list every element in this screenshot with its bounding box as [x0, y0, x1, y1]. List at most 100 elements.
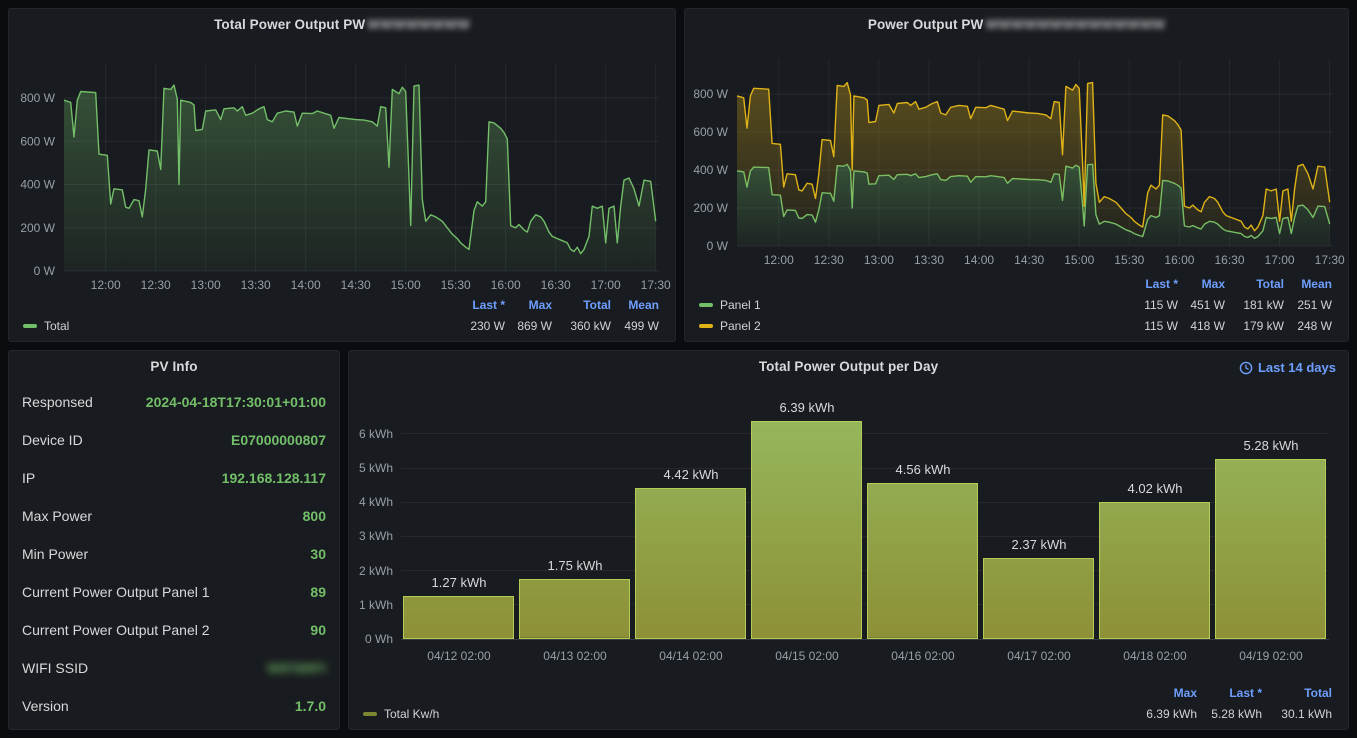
- bar-04-19-02-00[interactable]: [1215, 459, 1326, 639]
- legend-series-label[interactable]: Panel 1: [699, 298, 1118, 312]
- legend-stat-value: 5.28 kWh: [1197, 707, 1262, 721]
- legend-series-row: Total230 W869 W360 kW499 W: [23, 315, 659, 336]
- bar-value-label: 1.75 kWh: [507, 558, 643, 573]
- pv-info-label: Device ID: [22, 432, 83, 448]
- panel-title-redacted-text: WWWWWWWW: [367, 17, 470, 32]
- legend-series-row: Panel 1115 W451 W181 kW251 W: [699, 294, 1332, 315]
- panel-title-pv-info[interactable]: PV Info: [9, 351, 339, 381]
- bar-04-17-02-00[interactable]: [983, 558, 1094, 639]
- x-axis-tick: 13:00: [191, 278, 221, 292]
- legend-stat-header[interactable]: Mean: [611, 298, 659, 312]
- legend-stat-value: 181 kW: [1225, 298, 1284, 312]
- panel-pv-info: PV Info Responsed2024-04-18T17:30:01+01:…: [8, 350, 340, 730]
- legend-stat-header[interactable]: Mean: [1284, 277, 1332, 291]
- x-axis-tick: 14:30: [341, 278, 371, 292]
- legend-series-label[interactable]: Panel 2: [699, 319, 1118, 333]
- pv-info-row: Device ID E07000000807: [9, 421, 339, 459]
- x-axis-tick: 04/12 02:00: [401, 649, 517, 663]
- legend-stat-header[interactable]: Total: [1225, 277, 1284, 291]
- legend-series-label[interactable]: Total Kw/h: [363, 707, 1132, 721]
- panel-title-text: Total Power Output PW: [214, 17, 365, 32]
- panel-title-power-output[interactable]: Power Output PWWWWWWWWWWWWWWW: [685, 9, 1348, 39]
- legend-stat-header[interactable]: Last *: [1197, 686, 1262, 700]
- bar-04-14-02-00[interactable]: [635, 488, 746, 639]
- y-axis-tick: 600 W: [20, 134, 55, 148]
- legend-series-name: Total Kw/h: [384, 707, 439, 721]
- bar-slot: 1.27 kWh: [401, 411, 517, 639]
- x-axis-tick: 17:00: [1265, 253, 1295, 267]
- bar-04-13-02-00[interactable]: [519, 579, 630, 639]
- power-output-timeseries-chart[interactable]: 0 W200 W400 W600 W800 W12:0012:3013:0013…: [685, 39, 1348, 276]
- legend-stat-header[interactable]: Max: [1132, 686, 1197, 700]
- panel-title-total-power[interactable]: Total Power Output PWWWWWWWWW: [9, 9, 675, 39]
- legend-stat-header[interactable]: Max: [1178, 277, 1225, 291]
- legend-stat-value: 179 kW: [1225, 319, 1284, 333]
- bar-value-label: 4.42 kWh: [623, 467, 759, 482]
- bar-slot: 6.39 kWh: [749, 411, 865, 639]
- pv-info-label: Responsed: [22, 394, 93, 410]
- pv-info-value: E07000000807: [231, 432, 326, 448]
- y-axis-tick: 800 W: [693, 87, 728, 101]
- legend-stat-value: 248 W: [1284, 319, 1332, 333]
- grafana-dashboard: Total Power Output PWWWWWWWWW 0 W 200 W 40…: [0, 0, 1357, 738]
- y-axis-tick: 4 kWh: [349, 495, 393, 509]
- panel-total-power-per-day: Total Power Output per Day Last 14 days …: [348, 350, 1349, 730]
- bar-value-label: 5.28 kWh: [1203, 438, 1339, 453]
- pv-info-row: Max Power800: [9, 497, 339, 535]
- total-power-timeseries-chart[interactable]: 0 W200 W400 W600 W800 W12:0012:3013:0013…: [9, 39, 675, 300]
- pv-info-value: 90: [310, 622, 326, 638]
- legend-series-row: Panel 2115 W418 W179 kW248 W: [699, 315, 1332, 336]
- x-axis-tick: 17:30: [641, 278, 671, 292]
- pv-info-row: IP192.168.128.117: [9, 459, 339, 497]
- x-axis-tick: 17:00: [591, 278, 621, 292]
- y-axis-tick: 0 W: [34, 264, 56, 278]
- legend-stat-value: 451 W: [1178, 298, 1225, 312]
- pv-info-label: Version: [22, 698, 69, 714]
- legend-stat-header[interactable]: Max: [505, 298, 552, 312]
- pv-info-row: Version1.7.0: [9, 687, 339, 725]
- time-range-label: Last 14 days: [1258, 360, 1336, 375]
- y-axis-tick: 2 kWh: [349, 564, 393, 578]
- legend-stat-value: 499 W: [611, 319, 659, 333]
- legend-series-label[interactable]: Total: [23, 319, 445, 333]
- legend-header-row: MaxLast *Total: [363, 682, 1332, 703]
- y-axis-tick: 6 kWh: [349, 427, 393, 441]
- legend-stat-header[interactable]: Total: [1262, 686, 1332, 700]
- panel-title-per-day[interactable]: Total Power Output per Day: [349, 351, 1348, 381]
- bar-04-16-02-00[interactable]: [867, 483, 978, 639]
- bar-slot: 1.75 kWh: [517, 411, 633, 639]
- pv-info-row: Current Power Output Panel 1 89: [9, 573, 339, 611]
- legend-series-name: Total: [44, 319, 69, 333]
- x-axis-tick: 16:00: [1164, 253, 1194, 267]
- x-axis-tick: 13:30: [241, 278, 271, 292]
- x-axis-tick: 04/17 02:00: [981, 649, 1097, 663]
- legend-header-row: Last *MaxTotalMean: [699, 273, 1332, 294]
- pv-info-label: Current Power Output Panel 1: [22, 584, 210, 600]
- legend-stat-value: 30.1 kWh: [1262, 707, 1332, 721]
- pv-info-value: 89: [310, 584, 326, 600]
- x-axis-tick: 14:00: [964, 253, 994, 267]
- pv-info-value: 30: [310, 546, 326, 562]
- x-axis-tick: 12:30: [141, 278, 171, 292]
- bar-04-18-02-00[interactable]: [1099, 502, 1210, 639]
- bar-value-label: 4.02 kWh: [1087, 481, 1223, 496]
- panel-title-text: Total Power Output per Day: [759, 359, 938, 374]
- pv-info-row: Min Power30: [9, 535, 339, 573]
- bar-chart-plot-area[interactable]: 1.27 kWh1.75 kWh4.42 kWh6.39 kWh4.56 kWh…: [401, 411, 1329, 639]
- x-axis-tick: 13:00: [864, 253, 894, 267]
- time-range-badge[interactable]: Last 14 days: [1239, 360, 1336, 375]
- legend-stat-header[interactable]: Last *: [445, 298, 505, 312]
- bar-slot: 4.56 kWh: [865, 411, 981, 639]
- legend-stat-value: 251 W: [1284, 298, 1332, 312]
- y-axis-tick: 200 W: [693, 201, 728, 215]
- bar-slot: 4.02 kWh: [1097, 411, 1213, 639]
- bar-04-15-02-00[interactable]: [751, 421, 862, 639]
- pv-info-value: 800: [303, 508, 326, 524]
- legend-stat-header[interactable]: Last *: [1118, 277, 1178, 291]
- bar-value-label: 1.27 kWh: [391, 575, 527, 590]
- y-axis-tick: 400 W: [693, 163, 728, 177]
- chart2-svg: 0 W200 W400 W600 W800 W12:0012:3013:0013…: [685, 39, 1348, 271]
- legend-stat-header[interactable]: Total: [552, 298, 611, 312]
- legend-series-name: Panel 2: [720, 319, 761, 333]
- bar-04-12-02-00[interactable]: [403, 596, 514, 639]
